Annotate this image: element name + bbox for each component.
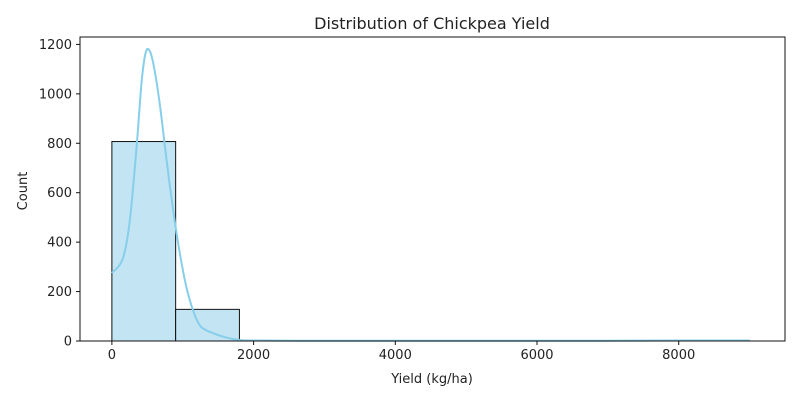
y-tick-label: 600 [47, 186, 72, 201]
y-ticks: 0 200 400 600 800 1000 1200 [39, 38, 80, 350]
y-tick-label: 800 [47, 137, 72, 152]
bars-group [111, 141, 751, 342]
y-axis-label: Count [16, 172, 31, 211]
x-tick-label: 2000 [237, 348, 270, 363]
kde-group [111, 47, 750, 342]
x-tick-label: 6000 [520, 348, 553, 363]
y-tick-label: 1200 [39, 38, 72, 53]
plot-frame [79, 36, 786, 342]
y-tick-label: 1000 [39, 87, 72, 102]
x-tick-label: 0 [108, 348, 116, 363]
histogram-bar-0 [111, 141, 177, 342]
kde-line [111, 47, 750, 342]
x-axis-label: Yield (kg/ha) [390, 372, 473, 387]
y-tick-label: 0 [64, 335, 72, 350]
y-tick-label: 200 [47, 285, 72, 300]
x-ticks: 0 2000 4000 6000 8000 [108, 341, 695, 363]
y-tick-label: 400 [47, 236, 72, 251]
chart-title: Distribution of Chickpea Yield [314, 14, 550, 33]
x-tick-label: 4000 [379, 348, 412, 363]
histogram-bar-1 [175, 308, 240, 342]
x-tick-label: 8000 [662, 348, 695, 363]
